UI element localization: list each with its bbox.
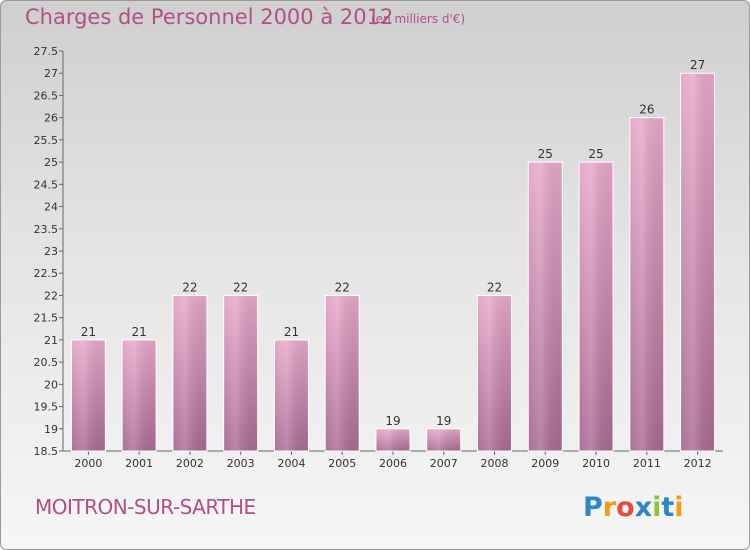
x-tick-label: 2012 [684,457,712,470]
bar-shine [377,429,409,451]
data-label: 25 [588,147,603,161]
chart-subtitle: (en milliers d'€) [371,12,466,26]
data-label: 22 [182,280,197,294]
y-tick-label: 22 [44,289,58,302]
data-label: 19 [436,414,451,428]
y-tick-label: 26 [44,112,58,125]
y-tick-label: 27 [44,67,58,80]
bar-shine [427,429,460,451]
x-tick-label: 2006 [379,457,407,470]
x-tick-label: 2008 [481,457,509,470]
y-tick-label: 23.5 [34,223,59,236]
data-label: 21 [81,325,96,339]
bar-shine [326,296,359,451]
data-label: 21 [284,325,299,339]
bar-shine [72,340,105,451]
svg-text:Proxiti: Proxiti [583,492,684,523]
data-label: 21 [132,325,147,339]
city-name: MOITRON-SUR-SARTHE [35,495,256,519]
y-tick-label: 19 [44,423,58,436]
x-tick-label: 2011 [633,457,661,470]
x-tick-label: 2001 [125,457,153,470]
data-label: 22 [487,280,502,294]
x-tick-label: 2005 [328,457,356,470]
proxiti-logo: Proxiti [583,492,684,523]
data-label: 27 [690,58,705,72]
y-tick-label: 26.5 [34,89,59,102]
x-tick-label: 2000 [74,457,102,470]
x-tick-label: 2009 [531,457,559,470]
data-label: 26 [639,103,654,117]
bar-shine [123,340,156,451]
y-tick-label: 19.5 [34,401,59,414]
y-tick-label: 23 [44,245,58,258]
chart-title: Charges de Personnel 2000 à 2012 [25,5,394,29]
bar-shine [630,118,663,452]
data-label: 25 [538,147,553,161]
y-tick-label: 24 [44,201,58,214]
y-tick-label: 25.5 [34,134,59,147]
y-tick-label: 24.5 [34,178,59,191]
bar-shine [681,74,714,451]
y-tick-label: 27.5 [34,45,59,58]
y-tick-label: 18.5 [34,445,59,458]
bar-chart: 18.5 19 19.5 20 20.5 21 21.5 22 22.5 23 23.5 24 24.5… [34,45,723,470]
bar-shine [529,163,562,451]
y-tick-label: 21.5 [34,312,59,325]
x-tick-label: 2004 [277,457,305,470]
y-tick-label: 20 [44,378,58,391]
data-label: 19 [385,414,400,428]
y-tick-label: 20.5 [34,356,59,369]
bar-shine [173,296,206,451]
x-tick-label: 2002 [176,457,204,470]
bar-shine [275,340,308,451]
bar-shine [478,296,511,451]
data-label: 22 [233,280,248,294]
data-label: 22 [335,280,350,294]
y-tick-label: 21 [44,334,58,347]
bar-shine [224,296,257,451]
bar-shine [580,163,613,451]
y-tick-label: 25 [44,156,58,169]
x-tick-label: 2003 [227,457,255,470]
x-tick-label: 2010 [582,457,610,470]
y-tick-label: 22.5 [34,267,59,280]
x-tick-label: 2007 [430,457,458,470]
